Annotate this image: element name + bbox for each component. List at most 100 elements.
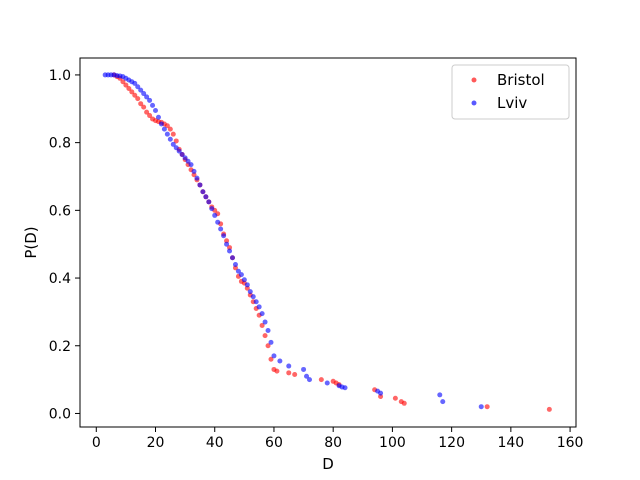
point-bristol (147, 113, 153, 119)
point-lviv (221, 233, 227, 239)
point-lviv (182, 155, 188, 161)
x-tick-label: 120 (438, 435, 465, 451)
point-lviv (262, 319, 268, 325)
point-bristol (138, 101, 144, 107)
legend: Bristol Lviv (451, 64, 570, 120)
point-bristol (286, 370, 292, 376)
point-lviv (277, 358, 283, 364)
point-lviv (188, 162, 194, 168)
point-lviv (173, 145, 179, 151)
point-bristol (401, 400, 407, 406)
point-lviv (440, 399, 446, 405)
point-lviv (378, 390, 384, 396)
point-lviv (259, 311, 265, 317)
point-lviv (250, 294, 256, 300)
point-bristol (546, 406, 552, 412)
point-lviv (218, 226, 224, 232)
x-tick-label: 140 (497, 435, 524, 451)
y-tick-label: 0.6 (49, 203, 71, 219)
x-tick-label: 80 (324, 435, 342, 451)
x-tick-label: 160 (557, 435, 584, 451)
point-lviv (200, 189, 206, 195)
point-bristol (144, 109, 150, 115)
data-points (102, 72, 552, 412)
point-bristol (274, 368, 280, 374)
point-lviv (271, 353, 277, 359)
y-tick-label: 0.8 (49, 136, 71, 152)
point-bristol (170, 131, 176, 137)
x-tick-label: 20 (147, 435, 165, 451)
y-tick-label: 0.0 (49, 406, 71, 422)
point-bristol (173, 138, 179, 144)
point-bristol (120, 79, 126, 85)
x-axis-label: D (322, 455, 334, 473)
point-lviv (244, 282, 250, 288)
point-lviv (167, 136, 173, 142)
point-lviv (478, 404, 484, 410)
legend-label-lviv: Lviv (497, 94, 527, 112)
point-lviv (150, 102, 156, 108)
point-lviv (247, 289, 253, 295)
point-lviv (215, 219, 221, 225)
point-lviv (238, 272, 244, 278)
point-bristol (484, 404, 490, 410)
point-bristol (265, 343, 271, 349)
y-axis-ticks: 0.0 0.2 0.4 0.6 0.8 1.0 (49, 68, 80, 422)
y-axis-label: P(D) (22, 226, 40, 258)
point-lviv (206, 199, 212, 205)
point-bristol (132, 92, 138, 98)
point-lviv (132, 80, 138, 86)
point-lviv (230, 255, 235, 261)
point-lviv (224, 241, 230, 247)
x-tick-label: 40 (206, 435, 224, 451)
point-lviv (212, 212, 218, 218)
point-lviv (147, 97, 153, 103)
point-lviv (437, 392, 443, 398)
point-lviv (241, 277, 247, 283)
point-lviv (155, 114, 161, 120)
point-bristol (167, 126, 173, 132)
point-lviv (176, 148, 182, 154)
point-lviv (185, 158, 191, 164)
point-lviv (194, 175, 200, 181)
point-lviv (342, 385, 348, 391)
point-lviv (144, 94, 150, 100)
y-tick-label: 0.4 (49, 271, 71, 287)
point-lviv (268, 339, 274, 345)
point-bristol (141, 104, 147, 110)
point-lviv (170, 141, 176, 147)
point-lviv (209, 206, 215, 212)
point-lviv (235, 268, 241, 274)
x-tick-label: 100 (379, 435, 406, 451)
point-lviv (158, 121, 164, 127)
legend-marker-bristol (471, 77, 477, 83)
point-bristol (392, 395, 398, 401)
point-lviv (265, 328, 271, 334)
point-lviv (286, 363, 292, 369)
point-bristol (318, 377, 324, 383)
point-lviv (306, 377, 312, 383)
point-lviv (141, 91, 147, 97)
point-lviv (135, 84, 141, 90)
point-lviv (253, 299, 259, 305)
point-lviv (153, 107, 159, 113)
point-bristol (129, 89, 135, 95)
legend-label-bristol: Bristol (497, 71, 545, 89)
point-lviv (324, 380, 330, 386)
point-lviv (203, 194, 209, 200)
point-lviv (197, 182, 203, 188)
x-tick-label: 0 (92, 435, 101, 451)
point-bristol (135, 96, 141, 102)
point-lviv (191, 168, 197, 174)
point-lviv (138, 87, 144, 93)
point-lviv (179, 151, 185, 157)
point-bristol (262, 333, 268, 339)
point-lviv (256, 304, 262, 310)
point-bristol (126, 85, 132, 91)
x-axis-ticks: 0 20 40 60 80 100 120 140 160 (92, 427, 584, 451)
point-lviv (304, 373, 310, 379)
point-bristol (164, 123, 170, 129)
point-bristol (292, 372, 298, 378)
y-tick-label: 0.2 (49, 339, 71, 355)
